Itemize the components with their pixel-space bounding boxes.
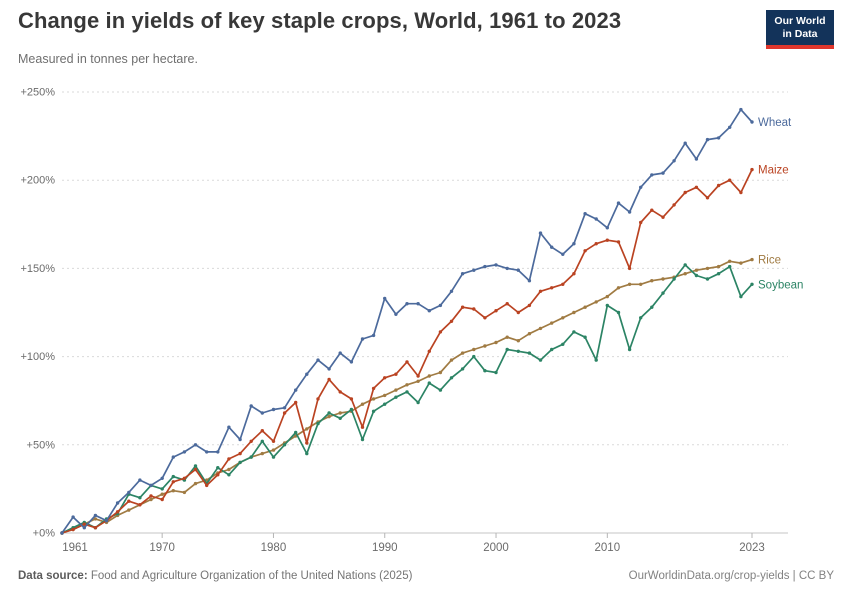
x-tick-1970: 1970	[149, 533, 175, 554]
owid-logo-line2: in Data	[782, 28, 818, 40]
series-maize: Maize	[60, 165, 789, 535]
x-tick-1980: 1980	[261, 533, 287, 554]
x-axis-label-1980: 1980	[261, 542, 287, 554]
owid-logo[interactable]: Our World in Data	[766, 10, 834, 49]
page-subtitle: Measured in tonnes per hectare.	[18, 52, 198, 66]
x-axis-label-1970: 1970	[149, 542, 175, 554]
series-soybean: Soybean	[60, 263, 803, 535]
gridline-100: +100%	[20, 351, 788, 363]
series-rice: Rice	[60, 255, 781, 535]
series-line-rice[interactable]	[61, 258, 753, 534]
x-axis-label-2000: 2000	[483, 542, 509, 554]
x-tick-2010: 2010	[595, 533, 621, 554]
yield-change-line-chart: +0% +50% +100% +150% +200% +250% 1961 1970 1980 1…	[20, 87, 803, 555]
series-line-maize[interactable]	[61, 168, 753, 534]
y-axis-label-50: +50%	[27, 439, 56, 451]
footer-credit-link[interactable]: OurWorldinData.org/crop-yields | CC BY	[628, 570, 834, 582]
gridline-200: +200%	[20, 175, 788, 187]
x-tick-2000: 2000	[483, 533, 509, 554]
series-line-wheat[interactable]	[61, 108, 753, 534]
x-tick-1961: 1961	[62, 542, 88, 554]
y-axis-label-200: +200%	[20, 175, 55, 187]
gridline-0: +0%	[33, 528, 788, 540]
series-label-soybean[interactable]: Soybean	[758, 279, 803, 291]
page-title: Change in yields of key staple crops, Wo…	[18, 8, 622, 33]
x-axis-label-1990: 1990	[372, 542, 398, 554]
series-wheat: Wheat	[60, 107, 792, 535]
series-dots-wheat	[60, 107, 754, 535]
gridline-50: +50%	[27, 439, 788, 451]
y-axis-label-0: +0%	[33, 528, 56, 540]
series-dots-soybean	[60, 263, 754, 535]
gridline-250: +250%	[20, 87, 788, 99]
data-source-label: Data source:	[18, 570, 88, 582]
y-axis-label-250: +250%	[20, 87, 55, 99]
series-dots-maize	[60, 167, 754, 535]
x-axis-label-2023: 2023	[739, 542, 765, 554]
owid-logo-line1: Our World	[774, 15, 826, 27]
series-label-rice[interactable]: Rice	[758, 255, 781, 267]
x-axis-label-1961: 1961	[62, 542, 88, 554]
x-axis-label-2010: 2010	[595, 542, 621, 554]
y-axis-label-150: +150%	[20, 263, 55, 275]
y-axis-label-100: +100%	[20, 351, 55, 363]
series-label-wheat[interactable]: Wheat	[758, 117, 792, 129]
x-tick-2023: 2023	[739, 533, 765, 554]
series-label-maize[interactable]: Maize	[758, 165, 789, 177]
gridline-150: +150%	[20, 263, 788, 275]
x-tick-1990: 1990	[372, 533, 398, 554]
data-source-text: Food and Agriculture Organization of the…	[87, 570, 413, 582]
footer: OurWorldinData.org/crop-yields | CC BY D…	[18, 570, 834, 582]
